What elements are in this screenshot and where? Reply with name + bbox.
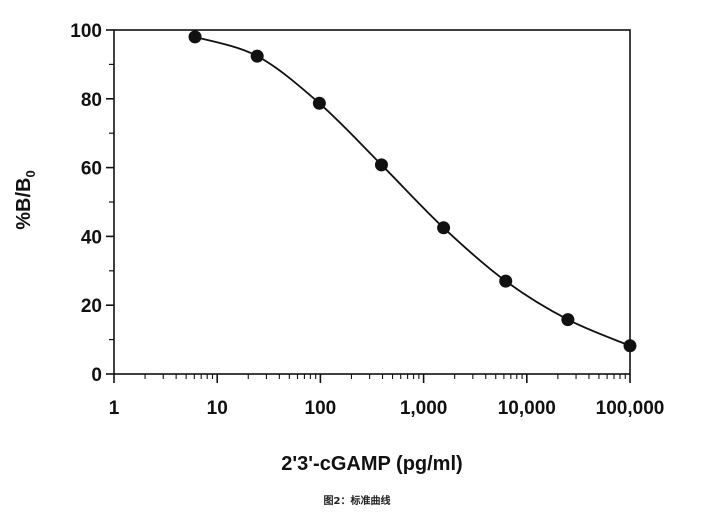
- data-point-1: [250, 49, 264, 63]
- x-tick-label-2: 100: [305, 398, 337, 419]
- fit-curve: [194, 36, 631, 347]
- y-tick-label-2: 40: [81, 227, 102, 248]
- x-tick-label-5: 100,000: [596, 398, 665, 419]
- x-axis-ticks: 1 10 100 1,000 10,000 100,000: [109, 374, 665, 419]
- data-point-4: [437, 221, 451, 235]
- y-axis-ticks: 0 20 40 60 80 100: [70, 21, 114, 386]
- data-point-2: [312, 96, 326, 110]
- data-point-6: [561, 313, 575, 327]
- data-points: [188, 30, 637, 353]
- x-tick-label-3: 1,000: [400, 398, 448, 419]
- x-tick-label-0: 1: [109, 398, 120, 419]
- plot-frame: [113, 29, 631, 375]
- data-point-7: [623, 339, 637, 353]
- y-tick-label-1: 20: [81, 296, 102, 317]
- figure-caption: 图2：标准曲线: [324, 494, 391, 507]
- x-tick-label-1: 10: [207, 398, 228, 419]
- data-point-5: [499, 274, 513, 288]
- y-tick-label-4: 80: [81, 90, 102, 111]
- y-axis-title-subscript: 0: [23, 170, 38, 177]
- y-axis-title-main: %B/B: [13, 178, 35, 230]
- data-point-3: [374, 158, 388, 172]
- x-tick-label-4: 10,000: [498, 398, 556, 419]
- y-tick-label-5: 100: [70, 21, 102, 42]
- data-point-0: [188, 30, 202, 44]
- x-axis-title: 2'3'-cGAMP (pg/ml): [281, 453, 462, 475]
- y-axis-title: %B/B0: [13, 170, 38, 229]
- y-tick-label-0: 0: [91, 365, 102, 386]
- y-tick-label-3: 60: [81, 159, 102, 180]
